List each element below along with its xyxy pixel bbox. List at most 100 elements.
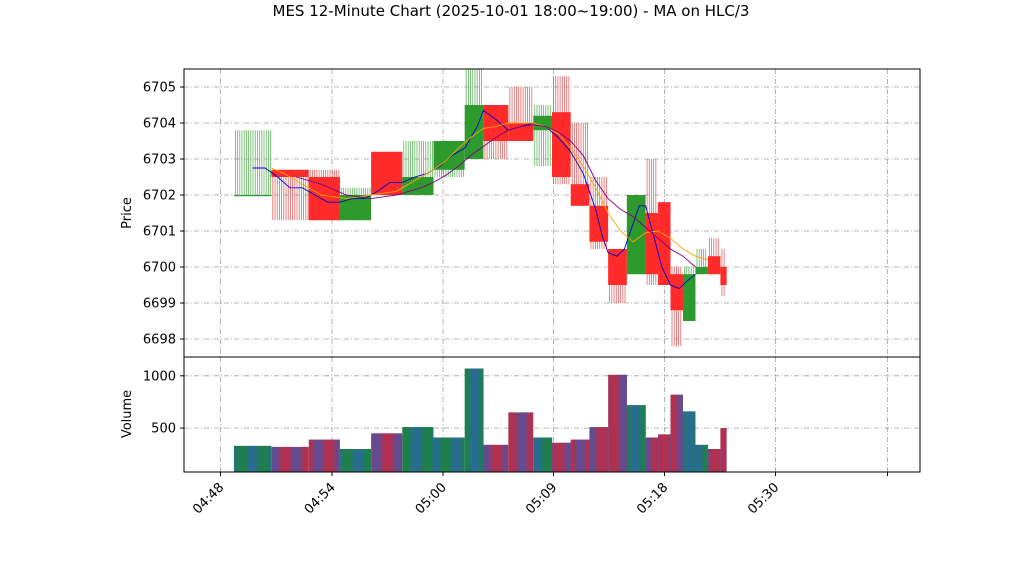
x-axis-ticks: 04:48 04:54 05:00 05:09 05:18 05:30 <box>190 472 888 517</box>
volume-bar-fill <box>682 411 696 472</box>
candle-body <box>570 184 590 206</box>
candle <box>508 87 534 141</box>
volume-tick-label: 1000 <box>143 369 176 384</box>
volume-bar-fill <box>552 442 571 472</box>
candle <box>720 249 727 296</box>
volume-bar <box>339 449 372 472</box>
candle <box>339 187 372 221</box>
volume-bars <box>233 368 727 472</box>
volume-bar <box>508 412 534 472</box>
volume-bar-fill <box>433 437 465 472</box>
x-tick-label: 04:48 <box>190 480 227 517</box>
x-tick-label: 05:09 <box>523 480 560 517</box>
volume-bar <box>695 444 708 472</box>
volume-bar <box>626 405 646 472</box>
volume-bar <box>645 437 659 472</box>
candle-body <box>371 151 403 195</box>
price-tick-label: 6703 <box>143 153 176 168</box>
candle <box>308 169 340 221</box>
price-tick-label: 6700 <box>143 261 176 276</box>
moving-average-line <box>296 124 696 268</box>
price-tick-label: 6698 <box>143 333 176 348</box>
price-tick-label: 6705 <box>143 81 176 96</box>
volume-bar-fill <box>371 433 403 472</box>
x-tick-label: 05:00 <box>413 480 450 517</box>
volume-bar <box>707 449 721 472</box>
candle-body <box>533 115 552 131</box>
volume-bar <box>233 445 272 472</box>
volume-bar <box>570 439 590 472</box>
volume-grid <box>184 357 920 472</box>
x-tick-label: 05:18 <box>634 480 671 517</box>
candle <box>589 177 609 249</box>
volume-bar <box>433 437 465 472</box>
candle-body <box>508 123 534 141</box>
price-y-ticks: 6698 6699 6700 6701 6702 6703 6704 6705 <box>143 81 184 348</box>
volume-bar <box>552 442 571 472</box>
volume-bar-fill <box>695 444 708 472</box>
candle <box>670 267 683 347</box>
volume-bar-fill <box>483 444 509 472</box>
volume-bar-fill <box>508 412 534 472</box>
volume-bar <box>402 427 434 472</box>
volume-bar-fill <box>570 439 590 472</box>
price-tick-label: 6702 <box>143 189 176 204</box>
volume-bar <box>608 374 628 472</box>
volume-bar <box>308 439 340 472</box>
price-axis-label: Price <box>120 197 135 229</box>
candle <box>645 159 659 285</box>
volume-bar <box>371 433 403 472</box>
x-tick-label: 04:54 <box>302 480 339 517</box>
candle <box>371 151 403 195</box>
candle <box>464 69 484 159</box>
volume-bar <box>271 446 309 472</box>
candle-body <box>626 195 646 275</box>
volume-bar-fill <box>658 434 671 472</box>
candle <box>533 105 552 167</box>
volume-bar-fill <box>339 449 372 472</box>
price-bars <box>233 69 727 347</box>
volume-bar-fill <box>608 374 627 472</box>
candle-body <box>433 141 465 170</box>
volume-bar <box>670 394 683 472</box>
candle <box>570 123 590 206</box>
price-tick-label: 6699 <box>143 297 176 312</box>
candle-body <box>608 249 627 285</box>
volume-bar <box>720 428 727 472</box>
candle-body <box>552 112 571 177</box>
volume-bar-fill <box>533 437 552 472</box>
volume-bar-fill <box>670 394 683 472</box>
candle-body <box>707 256 721 275</box>
candle-body <box>308 177 340 221</box>
moving-average-lines <box>252 109 709 290</box>
candle <box>552 76 571 185</box>
volume-bar-fill <box>589 427 609 472</box>
volume-bar-fill <box>707 449 721 472</box>
volume-bar <box>464 368 484 472</box>
candle-body <box>682 274 696 321</box>
candle <box>695 249 708 275</box>
candle <box>608 249 627 303</box>
candle-body <box>271 169 309 177</box>
volume-bar <box>483 444 509 472</box>
candle-body <box>670 274 683 311</box>
candle-body <box>720 267 727 285</box>
candle <box>483 105 509 159</box>
candle <box>233 130 272 197</box>
candle <box>402 141 434 195</box>
chart-title: MES 12-Minute Chart (2025-10-01 18:00~19… <box>273 2 750 20</box>
candle <box>682 267 696 321</box>
volume-bar <box>589 427 609 472</box>
volume-tick-label: 500 <box>151 422 176 437</box>
candle <box>626 195 646 275</box>
volume-panel: 500 1000 Volume <box>120 356 921 473</box>
volume-bar <box>658 434 671 472</box>
candle-body <box>339 195 372 221</box>
volume-bar-fill <box>626 405 646 472</box>
volume-bar <box>533 437 553 472</box>
volume-bar <box>682 411 696 472</box>
volume-y-ticks: 500 1000 <box>143 369 184 437</box>
candle-body <box>483 105 509 141</box>
price-tick-label: 6704 <box>143 117 176 132</box>
